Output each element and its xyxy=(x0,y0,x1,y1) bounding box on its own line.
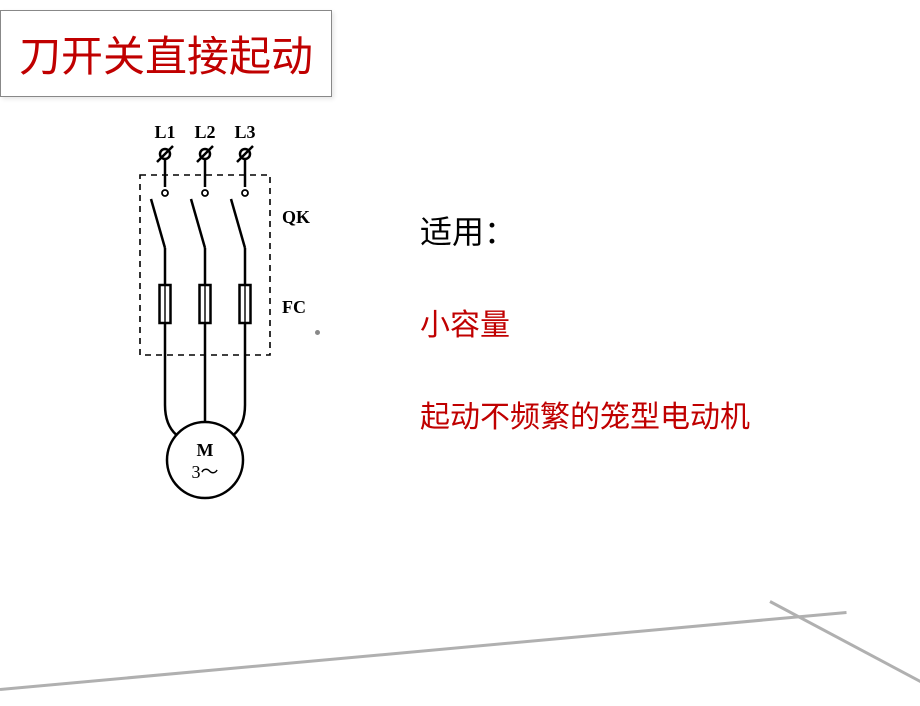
decorative-line-1 xyxy=(0,611,847,691)
desc-heading: 适用： xyxy=(420,210,750,255)
desc-line-2: 起动不频繁的笼型电动机 xyxy=(420,397,750,439)
svg-text:L1: L1 xyxy=(154,122,175,142)
circuit-svg: L1 L2 L3 QK FC M3～ xyxy=(130,120,370,520)
svg-text:FC: FC xyxy=(282,297,306,317)
slide-title-box: 刀开关直接起动 xyxy=(0,10,332,97)
decorative-dot xyxy=(315,330,320,335)
slide-title: 刀开关直接起动 xyxy=(19,35,313,81)
circuit-diagram: L1 L2 L3 QK FC M3～ xyxy=(130,120,370,525)
svg-text:3～: 3～ xyxy=(192,462,219,482)
svg-text:QK: QK xyxy=(282,207,310,227)
svg-text:M: M xyxy=(197,440,214,460)
description-text: 适用： 小容量 起动不频繁的笼型电动机 xyxy=(420,210,750,439)
svg-text:L3: L3 xyxy=(234,122,255,142)
desc-line-1: 小容量 xyxy=(420,305,750,347)
svg-text:L2: L2 xyxy=(194,122,215,142)
